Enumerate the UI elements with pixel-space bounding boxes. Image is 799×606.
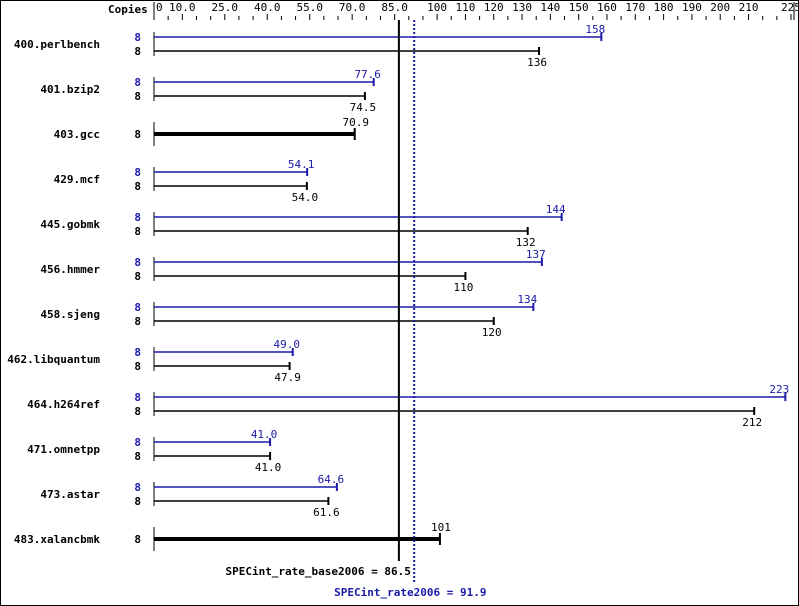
tick-label: 25.0: [212, 1, 239, 14]
base-value: 132: [516, 236, 536, 249]
copies-peak: 8: [134, 31, 141, 44]
base-summary-label: SPECint_rate_base2006 = 86.5: [225, 565, 410, 578]
benchmark-name: 464.h264ref: [27, 398, 100, 411]
tick-label: 150: [569, 1, 589, 14]
copies-peak: 8: [134, 391, 141, 404]
copies-base: 8: [134, 128, 141, 141]
copies-peak: 8: [134, 76, 141, 89]
tick-label: 70.0: [339, 1, 366, 14]
copies-header: Copies: [108, 3, 148, 16]
copies-base: 8: [134, 45, 141, 58]
tick-label: 55.0: [296, 1, 323, 14]
copies-base: 8: [134, 225, 141, 238]
copies-peak: 8: [134, 166, 141, 179]
base-value: 70.9: [342, 116, 369, 129]
copies-base: 8: [134, 315, 141, 328]
benchmark-name: 429.mcf: [54, 173, 100, 186]
benchmark-name: 445.gobmk: [40, 218, 100, 231]
peak-value: 144: [546, 203, 566, 216]
tick-label: 200: [710, 1, 730, 14]
base-value: 74.5: [350, 101, 377, 114]
copies-base: 8: [134, 90, 141, 103]
tick-label: 160: [597, 1, 617, 14]
copies-peak: 8: [134, 346, 141, 359]
benchmark-name: 400.perlbench: [14, 38, 100, 51]
copies-base: 8: [134, 180, 141, 193]
tick-label: 180: [654, 1, 674, 14]
peak-value: 137: [526, 248, 546, 261]
copies-base: 8: [134, 405, 141, 418]
base-value: 101: [431, 521, 451, 534]
base-value: 41.0: [255, 461, 282, 474]
tick-label: 85.0: [381, 1, 408, 14]
benchmark-name: 456.hmmer: [40, 263, 100, 276]
peak-value: 54.1: [288, 158, 315, 171]
benchmark-name: 403.gcc: [54, 128, 100, 141]
base-value: 61.6: [313, 506, 340, 519]
tick-label: 210: [739, 1, 759, 14]
copies-base: 8: [134, 270, 141, 283]
tick-label: 110: [455, 1, 475, 14]
copies-base: 8: [134, 495, 141, 508]
base-value: 54.0: [292, 191, 319, 204]
tick-label: 100: [427, 1, 447, 14]
copies-peak: 8: [134, 301, 141, 314]
tick-label: 140: [540, 1, 560, 14]
tick-label: 120: [484, 1, 504, 14]
peak-value: 41.0: [251, 428, 278, 441]
benchmark-name: 483.xalancbmk: [14, 533, 100, 546]
peak-value: 64.6: [318, 473, 345, 486]
peak-value: 49.0: [273, 338, 300, 351]
peak-summary-label: SPECint_rate2006 = 91.9: [334, 586, 486, 599]
peak-value: 158: [585, 23, 605, 36]
copies-peak: 8: [134, 256, 141, 269]
copies-peak: 8: [134, 481, 141, 494]
copies-peak: 8: [134, 436, 141, 449]
peak-value: 134: [517, 293, 537, 306]
copies-base: 8: [134, 450, 141, 463]
benchmark-name: 471.omnetpp: [27, 443, 100, 456]
tick-label: 190: [682, 1, 702, 14]
copies-peak: 8: [134, 211, 141, 224]
base-value: 120: [482, 326, 502, 339]
tick-label: 170: [625, 1, 645, 14]
base-value: 47.9: [274, 371, 301, 384]
peak-value: 77.6: [354, 68, 381, 81]
base-value: 212: [742, 416, 762, 429]
benchmark-name: 458.sjeng: [40, 308, 100, 321]
base-value: 136: [527, 56, 547, 69]
peak-value: 223: [769, 383, 789, 396]
tick-label: 40.0: [254, 1, 281, 14]
benchmark-name: 401.bzip2: [40, 83, 100, 96]
benchmark-name: 462.libquantum: [7, 353, 100, 366]
copies-base: 8: [134, 533, 141, 546]
tick-label: 10.0: [169, 1, 196, 14]
tick-label: 0: [156, 1, 163, 14]
tick-label: 130: [512, 1, 532, 14]
base-value: 110: [453, 281, 473, 294]
benchmark-name: 473.astar: [40, 488, 100, 501]
copies-base: 8: [134, 360, 141, 373]
tick-label: 225: [781, 1, 799, 14]
